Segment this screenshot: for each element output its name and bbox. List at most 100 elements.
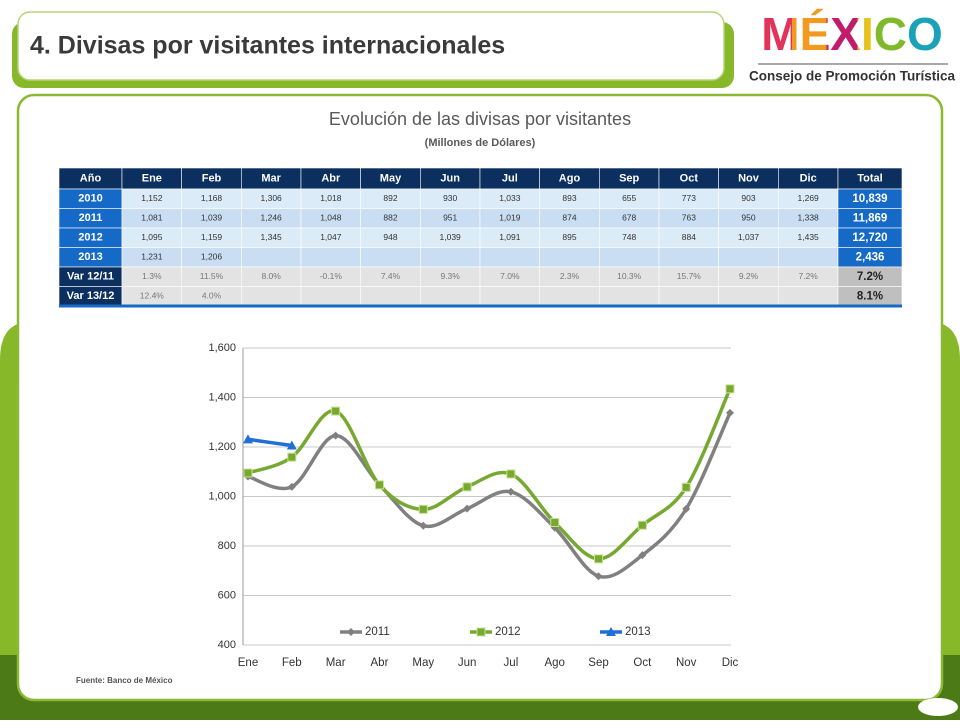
cell-text: 882: [383, 213, 397, 223]
cell-text: 893: [562, 193, 576, 203]
x-tick-label: May: [412, 657, 434, 669]
y-tick-label: 1,400: [208, 391, 236, 403]
marker: [726, 408, 734, 417]
marker: [243, 434, 253, 444]
cell: [778, 247, 839, 268]
title-box: [17, 11, 725, 81]
x-tick-label: Jun: [458, 657, 477, 669]
marker: [347, 628, 355, 636]
cell: [360, 247, 421, 268]
cell-text: 1,345: [261, 232, 283, 242]
cell-text: 951: [443, 213, 457, 223]
marker: [681, 482, 691, 492]
header-text: Mar: [261, 172, 281, 184]
cell: [658, 286, 719, 307]
cell: [539, 286, 600, 307]
cell-text: 748: [622, 232, 636, 242]
total-text: 12,720: [852, 232, 887, 244]
cell: [718, 286, 779, 307]
x-tick-label: Feb: [282, 657, 302, 669]
header-text: Sep: [619, 172, 639, 184]
marker: [637, 520, 647, 530]
marker: [594, 572, 603, 581]
logo-tagline: Consejo de Promoción Turística: [749, 69, 956, 84]
x-tick-label: Nov: [676, 657, 697, 669]
cell-text: 15.7%: [677, 271, 702, 281]
marker: [506, 487, 515, 496]
legend-label: 2012: [495, 626, 521, 638]
cell-text: 7.2%: [798, 271, 818, 281]
cell-text: 11.5%: [200, 271, 224, 281]
cell-text: 655: [622, 193, 636, 203]
cell: [718, 247, 779, 268]
cell-text: 1,037: [738, 232, 760, 242]
y-tick-label: 1,200: [208, 441, 236, 453]
x-tick-label: Sep: [588, 657, 608, 669]
row-label: 2012: [78, 232, 102, 244]
cell-text: 1,047: [320, 232, 342, 242]
y-tick-label: 800: [218, 540, 236, 552]
marker: [506, 469, 516, 479]
marker: [594, 554, 604, 564]
marker: [476, 627, 486, 637]
cell-text: 895: [562, 232, 576, 242]
cell-text: 678: [622, 213, 636, 223]
marker: [287, 482, 296, 491]
header-text: Abr: [321, 172, 341, 184]
cell: [479, 286, 540, 307]
cell-text: 8.0%: [261, 271, 281, 281]
marker: [463, 504, 472, 513]
cell-text: 10.3%: [617, 271, 642, 281]
cell: [479, 247, 540, 268]
legend-label: 2013: [625, 626, 651, 638]
total-text: 11,869: [853, 212, 888, 224]
cell-text: 1.3%: [142, 271, 162, 281]
cell-text: 763: [682, 213, 696, 223]
cell-text: 7.4%: [381, 271, 401, 281]
marker: [243, 468, 253, 478]
cell-text: -0.1%: [320, 271, 343, 281]
x-tick-label: Ene: [238, 657, 258, 669]
cell-text: 1,435: [798, 232, 820, 242]
header-text: May: [380, 172, 402, 184]
cell-text: 874: [562, 213, 576, 223]
cell-text: 1,269: [798, 193, 820, 203]
cell: [778, 286, 839, 307]
total-text: 7.2%: [857, 271, 883, 283]
cell-text: 1,306: [261, 193, 283, 203]
page-oval: [918, 698, 958, 716]
marker: [331, 406, 341, 416]
cell: [539, 247, 600, 268]
row-label: Var 13/12: [67, 290, 115, 302]
marker: [374, 480, 384, 490]
cell: [658, 247, 719, 268]
cell: [599, 286, 660, 307]
marker: [286, 440, 297, 450]
total-text: 2,436: [856, 251, 885, 263]
row-label: 2013: [78, 251, 102, 263]
cell-text: 903: [741, 193, 755, 203]
cell-text: 950: [741, 213, 755, 223]
table-subtitle: (Millones de Dólares): [425, 137, 536, 149]
total-text: 10,839: [852, 193, 887, 205]
cell-text: 1,159: [201, 232, 223, 242]
total-text: 8.1%: [857, 290, 883, 302]
cell: [241, 286, 302, 307]
marker: [725, 384, 735, 394]
cell: [300, 286, 361, 307]
header-text: Total: [857, 172, 882, 184]
y-tick-label: 1,000: [208, 490, 236, 502]
header-text: Feb: [202, 172, 222, 184]
cell-text: 1,033: [499, 193, 521, 203]
y-tick-label: 1,600: [208, 342, 236, 354]
cell: [420, 247, 481, 268]
header-text: Nov: [738, 172, 760, 184]
row-label: 2011: [79, 212, 103, 224]
header-text: Ene: [142, 172, 162, 184]
marker: [418, 504, 428, 514]
cell-text: 884: [682, 232, 696, 242]
cell-text: 1,048: [320, 213, 342, 223]
cell: [599, 247, 660, 268]
cell-text: 1,152: [141, 193, 163, 203]
